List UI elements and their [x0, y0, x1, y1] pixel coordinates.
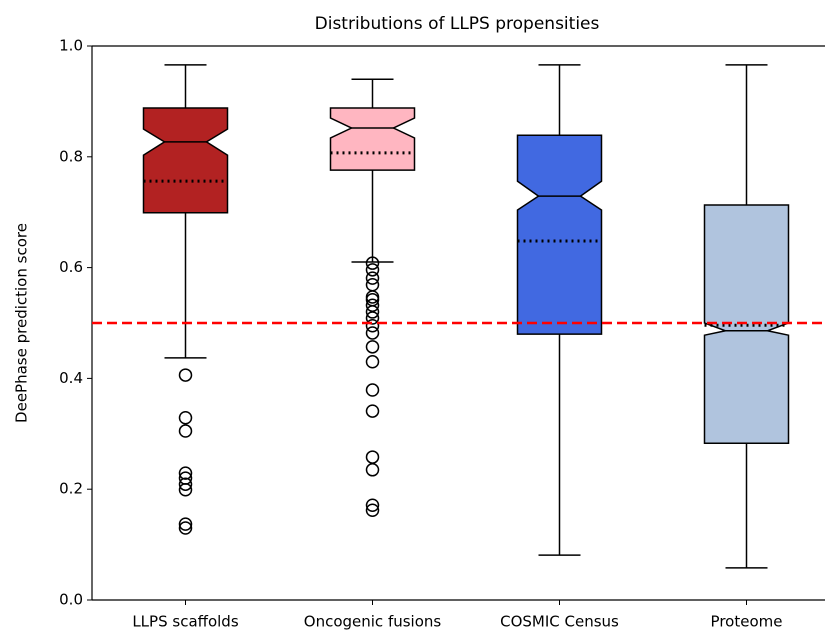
- outlier: [365, 326, 380, 340]
- outlier: [365, 503, 380, 518]
- outlier: [365, 383, 380, 397]
- y-axis-label: DeePhase prediction score: [13, 223, 31, 423]
- outlier: [365, 340, 380, 354]
- outlier: [365, 319, 380, 333]
- outlier: [365, 450, 380, 464]
- y-tick-label: 0.8: [59, 147, 83, 165]
- y-tick-label: 1.0: [59, 37, 83, 55]
- y-tick-label: 0.6: [59, 258, 83, 276]
- outlier: [365, 311, 380, 325]
- outlier: [178, 424, 193, 438]
- box: [329, 107, 416, 171]
- outlier: [178, 368, 193, 382]
- box: [142, 107, 229, 214]
- outlier: [178, 483, 193, 497]
- x-tick-label: Oncogenic fusions: [304, 613, 442, 631]
- x-tick-label: LLPS scaffolds: [132, 613, 239, 631]
- y-tick-label: 0.4: [59, 369, 83, 387]
- x-tick-label: COSMIC Census: [500, 613, 619, 631]
- outlier: [365, 271, 380, 285]
- x-tick-label: Proteome: [711, 613, 783, 631]
- outlier: [365, 355, 380, 369]
- outlier: [178, 477, 193, 491]
- outlier: [365, 498, 380, 513]
- outlier: [365, 263, 380, 277]
- outlier: [365, 404, 380, 418]
- outlier: [365, 256, 380, 270]
- outlier: [178, 521, 193, 535]
- outlier: [365, 463, 380, 477]
- y-tick-label: 0.2: [59, 480, 83, 498]
- outlier: [178, 517, 193, 531]
- y-tick-label: 0.0: [59, 591, 83, 609]
- box: [516, 134, 603, 335]
- outlier: [178, 466, 193, 480]
- outlier: [365, 305, 380, 319]
- outlier: [178, 410, 193, 425]
- chart-title: Distributions of LLPS propensities: [315, 14, 600, 34]
